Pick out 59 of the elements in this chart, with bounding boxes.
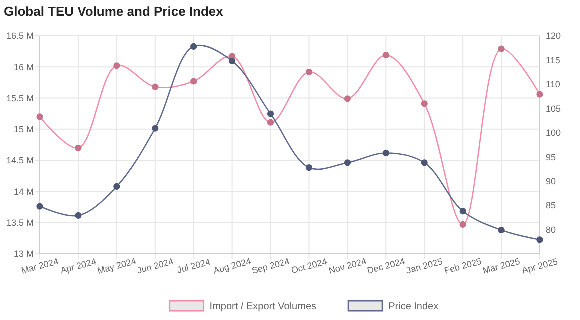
point <box>36 114 44 120</box>
x-tick-label: Aug 2024 <box>212 256 252 276</box>
y-tick-label: 13.5 M <box>6 218 34 228</box>
y-tick-label: 14.5 M <box>6 156 34 166</box>
point <box>190 43 198 50</box>
point <box>382 150 390 157</box>
point <box>344 160 351 166</box>
y2-tick-label: 120 <box>546 31 562 42</box>
x-tick-label: Sep 2024 <box>250 256 291 276</box>
x-tick-label: May 2024 <box>96 256 138 276</box>
point <box>114 183 120 190</box>
y2-tick-label: 90 <box>546 176 556 186</box>
point <box>75 144 82 152</box>
y-tick-label: 15.5 M <box>6 93 34 104</box>
point <box>75 212 82 220</box>
x-tick-label: Oct 2024 <box>290 256 328 276</box>
x-tick-label: Feb 2025 <box>443 256 483 276</box>
x-tick-label: Jan 2025 <box>405 256 444 276</box>
point <box>460 221 466 228</box>
x-tick-label: Apr 2024 <box>60 256 98 276</box>
y2-tick-label: 110 <box>546 80 560 90</box>
point <box>36 203 44 210</box>
legend-label: Price Index <box>388 302 439 312</box>
point <box>536 91 544 98</box>
y-tick-label: 15 M <box>14 124 34 135</box>
x-tick-label: Jul 2024 <box>176 256 212 276</box>
x-tick-label: Apr 2025 <box>521 256 559 276</box>
y-tick-label: 14 M <box>14 186 34 197</box>
y2-tick-label: 95 <box>546 152 556 162</box>
y2-tick-label: 80 <box>546 224 556 235</box>
point <box>229 58 236 64</box>
point <box>306 164 313 172</box>
point <box>152 125 159 132</box>
point <box>421 160 428 166</box>
point <box>152 84 159 90</box>
point <box>498 46 505 52</box>
point <box>267 110 274 118</box>
point <box>421 100 428 108</box>
point <box>460 208 466 215</box>
x-tick-label: Jun 2024 <box>136 256 175 276</box>
x-tick-label: Nov 2024 <box>328 256 368 276</box>
y-tick-label: 16 M <box>14 62 34 72</box>
point <box>267 119 274 126</box>
point <box>498 226 505 234</box>
point <box>190 78 198 85</box>
y2-tick-label: 115 <box>546 55 560 66</box>
point <box>344 96 351 102</box>
chart-title: Global TEU Volume and Price Index <box>4 4 224 19</box>
point <box>114 62 120 70</box>
y2-tick-label: 100 <box>546 128 562 138</box>
x-tick-label: Dec 2024 <box>366 256 406 276</box>
x-tick-label: Mar 2025 <box>482 256 522 276</box>
point <box>382 52 390 59</box>
point <box>306 68 313 76</box>
point <box>536 236 544 244</box>
y2-tick-label: 85 <box>546 200 556 211</box>
y-tick-label: 16.5 M <box>6 31 34 42</box>
legend-label: Import / Export Volumes <box>210 302 317 312</box>
y2-tick-label: 105 <box>546 104 562 114</box>
